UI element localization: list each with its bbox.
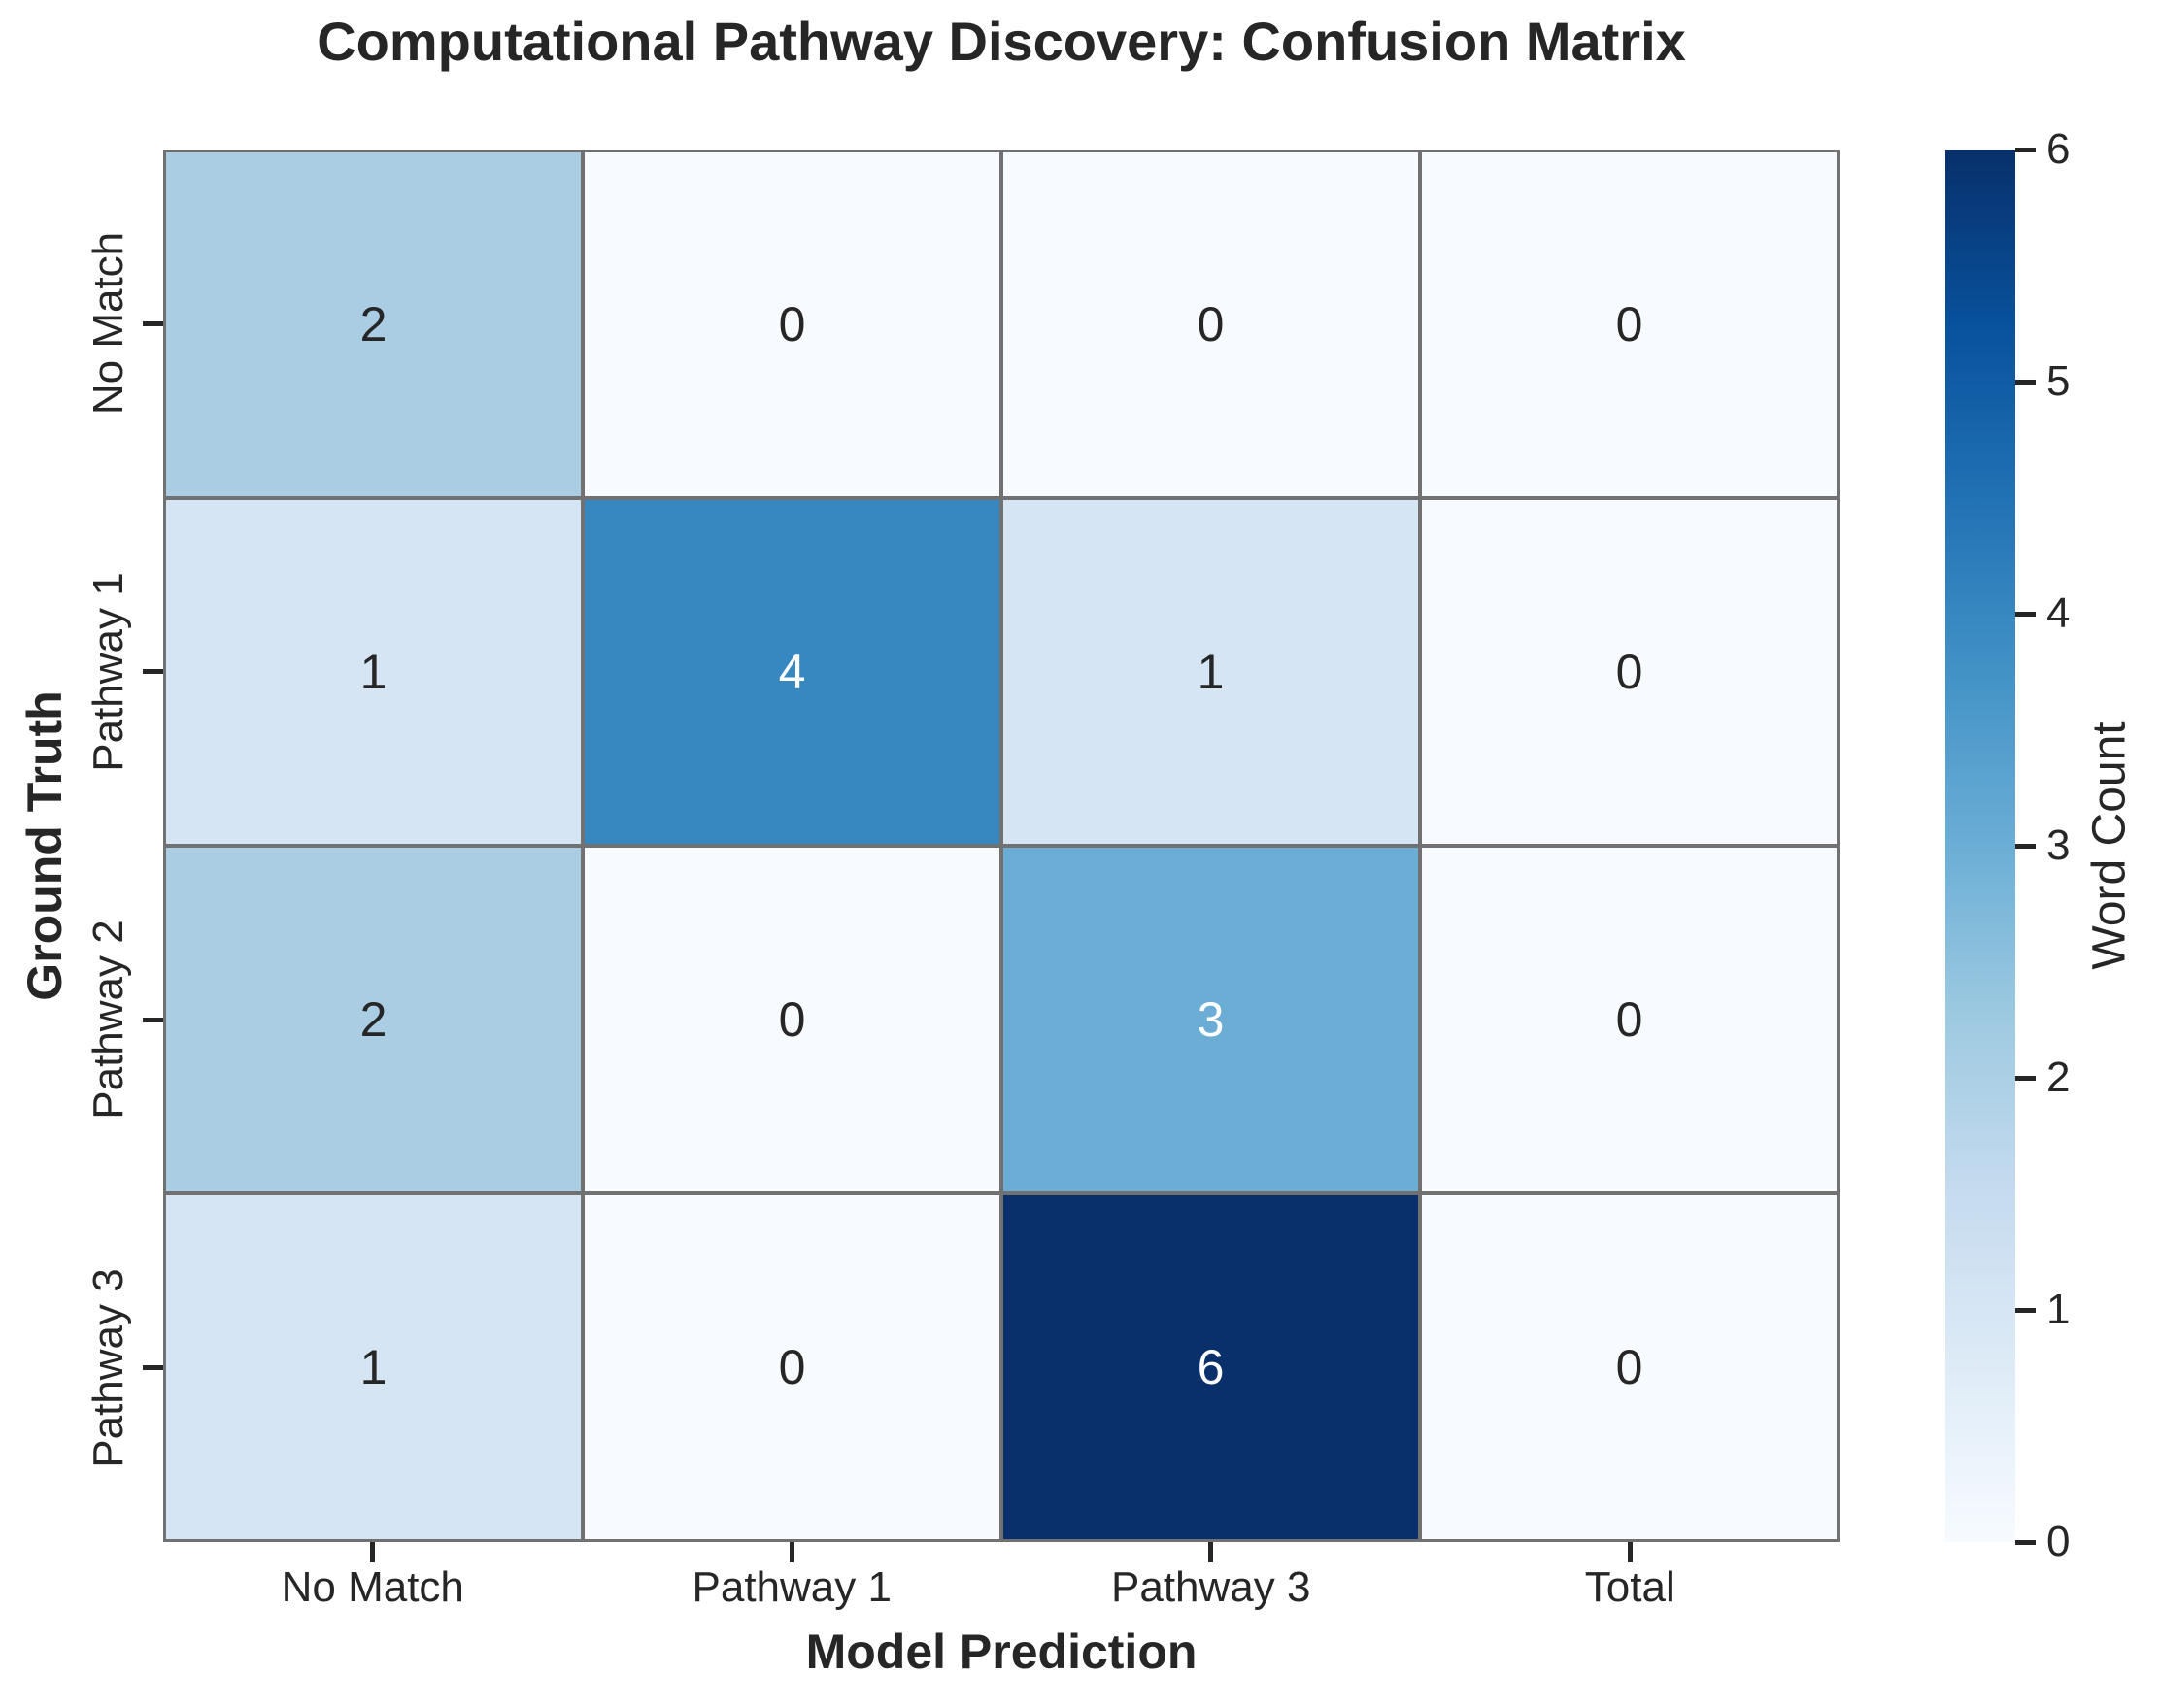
- y-tickmark: [143, 1365, 163, 1371]
- y-tickmark: [143, 320, 163, 326]
- colorbar-tick-label: 5: [2046, 357, 2071, 405]
- chart-title: Computational Pathway Discovery: Confusi…: [317, 11, 1686, 72]
- heatmap-cell: 0: [1422, 152, 1837, 496]
- colorbar-tickmark: [2015, 611, 2036, 617]
- heatmap-cell: 0: [1422, 848, 1837, 1191]
- heatmap-cell: 0: [585, 848, 999, 1191]
- colorbar-tick-label: 6: [2046, 125, 2071, 173]
- y-axis-label: Ground Truth: [17, 690, 72, 1001]
- x-tick-label: Pathway 1: [692, 1563, 892, 1611]
- colorbar-tickmark: [2015, 843, 2036, 849]
- colorbar-tick-label: 1: [2046, 1286, 2071, 1333]
- colorbar: [1945, 150, 2015, 1542]
- x-axis-label: Model Prediction: [805, 1624, 1198, 1679]
- x-tick-label: No Match: [281, 1563, 464, 1611]
- x-tickmark: [789, 1542, 794, 1562]
- heatmap-cell: 0: [1003, 152, 1418, 496]
- cell-value: 1: [359, 645, 388, 699]
- x-tick-label: Total: [1584, 1563, 1675, 1611]
- cell-value: 0: [1197, 297, 1225, 352]
- cell-value: 0: [1615, 1340, 1643, 1394]
- heatmap-cell: 4: [585, 500, 999, 844]
- heatmap-cell: 2: [166, 848, 581, 1191]
- colorbar-tick-label: 4: [2046, 589, 2071, 637]
- heatmap-cell: 6: [1003, 1195, 1418, 1539]
- y-tickmark: [143, 1017, 163, 1022]
- heatmap-cell: 3: [1003, 848, 1418, 1191]
- y-tick-label: Pathway 3: [84, 1268, 132, 1468]
- colorbar-tickmark: [2015, 1307, 2036, 1313]
- cell-value: 0: [1615, 297, 1643, 352]
- cell-value: 6: [1197, 1340, 1225, 1394]
- colorbar-tickmark: [2015, 379, 2036, 385]
- cell-value: 0: [778, 992, 806, 1047]
- x-tickmark: [1208, 1542, 1214, 1562]
- y-tick-label: Pathway 2: [84, 920, 132, 1120]
- y-tickmark: [143, 669, 163, 675]
- heatmap-cell: 1: [166, 1195, 581, 1539]
- colorbar-label: Word Count: [2083, 721, 2136, 970]
- colorbar-tickmark: [2015, 147, 2036, 152]
- cell-value: 2: [359, 992, 388, 1047]
- cell-value: 4: [778, 645, 806, 699]
- colorbar-tickmark: [2015, 1539, 2036, 1545]
- colorbar-tickmark: [2015, 1075, 2036, 1081]
- colorbar-tick-label: 3: [2046, 821, 2071, 869]
- y-tick-label: Pathway 1: [84, 572, 132, 772]
- colorbar-tick-label: 0: [2046, 1518, 2071, 1565]
- cell-value: 0: [1615, 992, 1643, 1047]
- heatmap-cell: 2: [166, 152, 581, 496]
- cell-value: 0: [778, 297, 806, 352]
- heatmap-grid: 2 0 0 0 1 4 1 0 2 0 3 0 1 0 6 0: [163, 150, 1840, 1542]
- heatmap-cell: 1: [166, 500, 581, 844]
- heatmap-cell: 0: [585, 1195, 999, 1539]
- x-tickmark: [370, 1542, 376, 1562]
- heatmap-cell: 0: [1422, 500, 1837, 844]
- cell-value: 3: [1197, 992, 1225, 1047]
- y-tick-label: No Match: [84, 232, 132, 416]
- cell-value: 2: [359, 297, 388, 352]
- colorbar-tick-label: 2: [2046, 1054, 2071, 1101]
- x-tick-label: Pathway 3: [1111, 1563, 1311, 1611]
- x-tickmark: [1627, 1542, 1633, 1562]
- heatmap-cell: 1: [1003, 500, 1418, 844]
- heatmap-cell: 0: [1422, 1195, 1837, 1539]
- cell-value: 1: [359, 1340, 388, 1394]
- cell-value: 0: [778, 1340, 806, 1394]
- heatmap-cell: 0: [585, 152, 999, 496]
- cell-value: 1: [1197, 645, 1225, 699]
- cell-value: 0: [1615, 645, 1643, 699]
